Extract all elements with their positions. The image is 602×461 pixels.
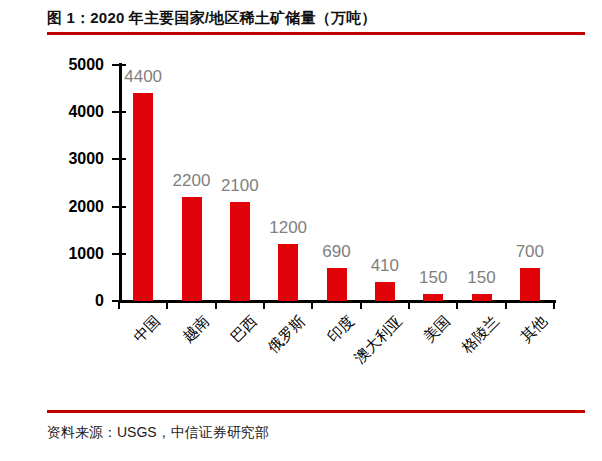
y-axis-tick	[112, 158, 126, 160]
y-axis-tick-label: 0	[44, 292, 104, 310]
x-axis-tick	[166, 301, 168, 309]
x-axis-tick	[408, 301, 410, 309]
bar-越南	[182, 197, 202, 301]
bar-value-label: 150	[440, 267, 524, 288]
y-axis-tick	[112, 111, 126, 113]
bar-其他	[520, 268, 540, 301]
bar-美国	[423, 294, 443, 301]
bar-value-label: 4400	[101, 66, 185, 87]
y-axis-tick-label: 3000	[44, 150, 104, 168]
y-axis-tick	[112, 206, 126, 208]
y-axis-tick-label: 2000	[44, 198, 104, 216]
x-axis-tick	[456, 301, 458, 309]
bar-格陵兰	[472, 294, 492, 301]
bar-value-label: 2100	[198, 175, 282, 196]
x-axis-tick	[118, 301, 120, 309]
y-axis-tick	[112, 253, 126, 255]
x-axis-tick	[360, 301, 362, 309]
x-axis-tick	[553, 301, 555, 309]
x-axis-tick	[311, 301, 313, 309]
y-axis-tick-label: 5000	[44, 56, 104, 74]
x-axis-tick	[215, 301, 217, 309]
y-axis-tick-label: 4000	[44, 103, 104, 121]
bar-value-label: 1200	[246, 217, 330, 238]
x-axis-tick	[263, 301, 265, 309]
footer-rule-line	[47, 410, 585, 413]
source-note: 资料来源：USGS，中信证券研究部	[47, 424, 587, 442]
bar-value-label: 700	[488, 241, 572, 262]
x-axis-tick	[505, 301, 507, 309]
category-label-其他: 其他	[454, 312, 551, 409]
bar-chart: 0100020003000400050004400中国2200越南2100巴西1…	[0, 0, 602, 410]
y-axis-line	[119, 63, 122, 303]
y-axis-tick-label: 1000	[44, 245, 104, 263]
bar-中国	[133, 93, 153, 301]
